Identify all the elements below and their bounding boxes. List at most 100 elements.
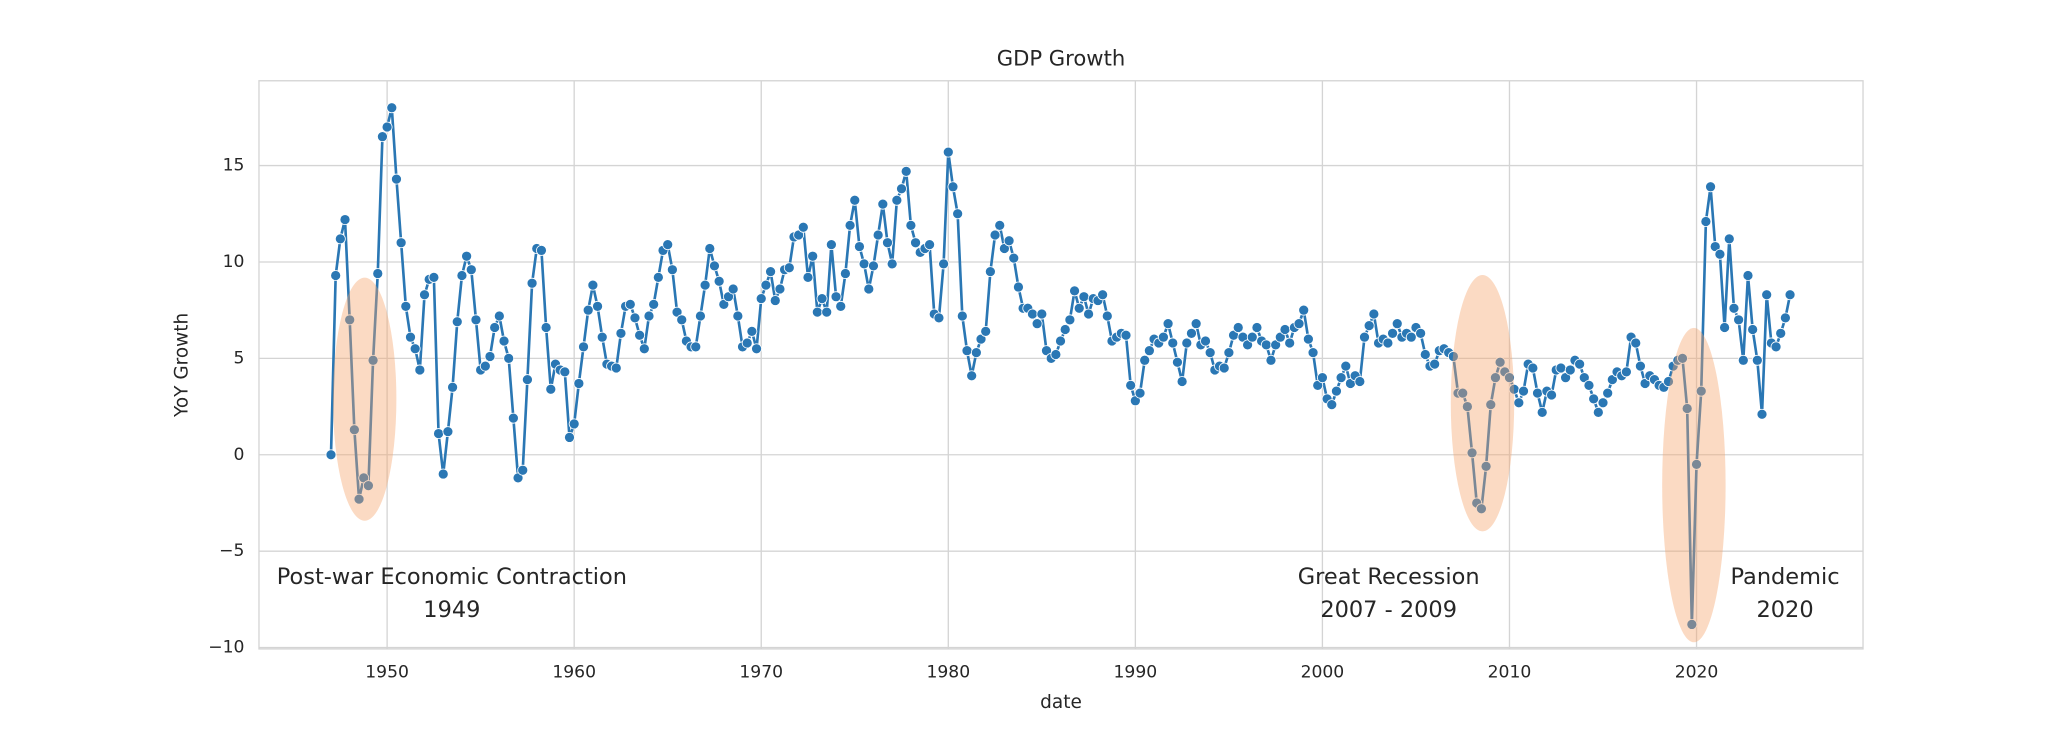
highlight-region bbox=[1450, 274, 1515, 532]
data-point bbox=[1331, 385, 1342, 397]
data-point bbox=[1751, 354, 1763, 366]
y-tick-label: −10 bbox=[208, 638, 244, 658]
data-point bbox=[1027, 308, 1038, 320]
data-point bbox=[1770, 341, 1782, 353]
data-point bbox=[1125, 379, 1137, 391]
data-point bbox=[643, 310, 655, 322]
data-point bbox=[970, 347, 982, 359]
data-point bbox=[1494, 356, 1506, 368]
data-point bbox=[470, 314, 482, 326]
data-point bbox=[1186, 327, 1197, 339]
x-tick-label: 1980 bbox=[926, 663, 970, 683]
data-point bbox=[1747, 324, 1759, 335]
data-point bbox=[695, 310, 706, 322]
data-point bbox=[699, 279, 711, 291]
data-point bbox=[942, 146, 954, 158]
data-point bbox=[933, 312, 945, 324]
data-point bbox=[325, 449, 337, 461]
data-point bbox=[1284, 337, 1296, 349]
data-point bbox=[414, 364, 426, 376]
data-point bbox=[1733, 314, 1745, 326]
data-point bbox=[652, 271, 664, 283]
data-point bbox=[1316, 372, 1328, 384]
data-point bbox=[484, 351, 496, 362]
data-point bbox=[1775, 327, 1787, 339]
data-point bbox=[905, 219, 917, 231]
data-point bbox=[1260, 339, 1272, 351]
data-point bbox=[348, 424, 360, 436]
data-point bbox=[1387, 327, 1398, 339]
data-point bbox=[1078, 291, 1090, 303]
data-point bbox=[1723, 233, 1735, 245]
data-point bbox=[666, 264, 678, 276]
data-point bbox=[835, 300, 847, 312]
data-point bbox=[765, 266, 777, 278]
data-point bbox=[952, 208, 964, 220]
data-point bbox=[521, 374, 533, 386]
data-point bbox=[362, 480, 374, 492]
data-point bbox=[868, 260, 879, 272]
data-point bbox=[1695, 385, 1707, 397]
annotation: Great Recession bbox=[1298, 564, 1480, 590]
annotation: 1949 bbox=[423, 597, 480, 623]
data-point bbox=[545, 383, 557, 395]
data-point bbox=[732, 310, 744, 322]
data-point bbox=[1691, 458, 1702, 470]
data-point bbox=[1218, 362, 1230, 374]
data-point bbox=[465, 264, 477, 276]
y-tick-label: 5 bbox=[234, 348, 245, 368]
data-point bbox=[638, 343, 650, 355]
data-point bbox=[419, 289, 430, 301]
data-point bbox=[409, 343, 421, 355]
data-point bbox=[1719, 322, 1731, 333]
data-point bbox=[1761, 289, 1773, 301]
data-point bbox=[503, 352, 515, 364]
data-point bbox=[1013, 281, 1024, 293]
data-point bbox=[1200, 335, 1211, 347]
data-point bbox=[377, 131, 388, 143]
data-point bbox=[1490, 372, 1501, 384]
data-point bbox=[816, 293, 828, 305]
data-point bbox=[1728, 302, 1740, 314]
data-point bbox=[1663, 376, 1674, 387]
x-tick-label: 1950 bbox=[365, 663, 409, 683]
data-point bbox=[1700, 216, 1712, 227]
data-point bbox=[1335, 372, 1347, 384]
data-point bbox=[400, 300, 412, 312]
data-point bbox=[1363, 320, 1375, 332]
data-point bbox=[1391, 318, 1403, 330]
data-point bbox=[1686, 619, 1698, 630]
data-point bbox=[1176, 376, 1188, 387]
data-point bbox=[428, 271, 440, 283]
y-axis-label: YoY Growth bbox=[171, 313, 192, 418]
data-point bbox=[1461, 401, 1473, 412]
data-point bbox=[839, 268, 851, 279]
data-point bbox=[1223, 347, 1235, 359]
data-point bbox=[1298, 304, 1310, 316]
data-point bbox=[559, 366, 571, 378]
y-tick-label: 15 bbox=[223, 156, 245, 176]
data-point bbox=[1167, 337, 1179, 349]
data-point bbox=[437, 468, 449, 480]
highlight-region bbox=[332, 277, 397, 521]
data-point bbox=[1518, 385, 1529, 397]
annotation: Post-war Economic Contraction bbox=[277, 564, 627, 590]
data-point bbox=[1302, 333, 1314, 345]
data-point bbox=[1634, 360, 1646, 372]
data-point bbox=[447, 381, 458, 393]
data-point bbox=[1069, 285, 1080, 297]
data-point bbox=[896, 183, 907, 195]
y-tick-label: 10 bbox=[223, 252, 245, 272]
data-point bbox=[662, 239, 674, 251]
data-point bbox=[1279, 324, 1291, 335]
data-point bbox=[1574, 358, 1586, 370]
data-point bbox=[433, 428, 444, 439]
data-point bbox=[858, 258, 870, 270]
data-point bbox=[1592, 406, 1604, 418]
data-point bbox=[1504, 372, 1515, 384]
data-point bbox=[1097, 289, 1109, 301]
plot-area bbox=[258, 80, 1864, 650]
data-point bbox=[564, 432, 575, 443]
x-axis-label: date bbox=[1040, 692, 1082, 713]
data-point bbox=[1134, 387, 1146, 399]
